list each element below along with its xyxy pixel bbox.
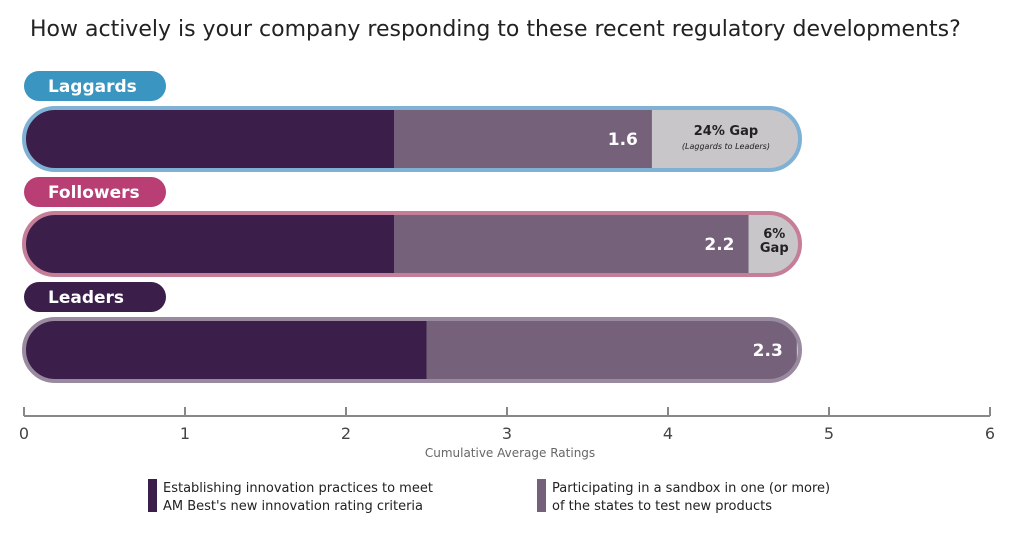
value-label-leaders: 2.3 <box>753 341 783 361</box>
bar-leaders-sandbox <box>426 319 797 381</box>
legend-label-2-line2: of the states to test new products <box>552 499 772 514</box>
gap-label-laggards: 24% Gap <box>694 124 758 139</box>
row-followers: Followers 2.2 6% Gap <box>22 177 802 277</box>
category-label-laggards: Laggards <box>48 77 137 97</box>
legend-item-1: Establishing innovation practices to mee… <box>148 479 433 514</box>
x-tick-label-0: 0 <box>19 424 29 443</box>
gap-label-followers: 6% Gap <box>760 227 789 256</box>
legend-label-1-line1: Establishing innovation practices to mee… <box>163 481 433 496</box>
x-axis-label: Cumulative Average Ratings <box>425 446 595 460</box>
bar-outline-leaders <box>22 317 802 383</box>
bar-laggards-innovation-practices <box>24 108 395 170</box>
legend: Establishing innovation practices to mee… <box>148 479 830 514</box>
legend-label-1-line2: AM Best's new innovation rating criteria <box>163 499 423 514</box>
x-tick-label-5: 5 <box>824 424 834 443</box>
value-label-laggards: 1.6 <box>608 130 638 150</box>
legend-swatch-1 <box>148 479 157 512</box>
bar-laggards-sandbox <box>394 108 652 170</box>
x-tick-label-4: 4 <box>663 424 673 443</box>
bar-followers-innovation-practices <box>24 213 395 275</box>
row-leaders: Leaders 2.3 <box>22 282 802 383</box>
x-tick-label-1: 1 <box>180 424 190 443</box>
chart-title: How actively is your company responding … <box>30 17 961 42</box>
chart-rows: Laggards 1.6 24% Gap (Laggards to Leaders) F… <box>22 71 802 383</box>
bar-outline-followers <box>22 211 802 277</box>
category-pill-leaders <box>24 282 166 312</box>
legend-label-2-line1: Participating in a sandbox in one (or mo… <box>552 481 830 496</box>
x-axis: 0 1 2 3 4 5 6 <box>19 407 995 443</box>
row-laggards: Laggards 1.6 24% Gap (Laggards to Leaders) <box>22 71 802 172</box>
category-label-followers: Followers <box>48 183 140 203</box>
category-label-leaders: Leaders <box>48 288 124 308</box>
legend-item-2: Participating in a sandbox in one (or mo… <box>537 479 830 514</box>
legend-swatch-2 <box>537 479 546 512</box>
bar-leaders-innovation-practices <box>24 319 427 381</box>
category-pill-followers <box>24 177 166 207</box>
x-tick-label-2: 2 <box>341 424 351 443</box>
x-tick-label-6: 6 <box>985 424 995 443</box>
category-pill-laggards <box>24 71 166 101</box>
bar-followers-sandbox <box>394 213 749 275</box>
bar-outline-laggards <box>22 106 802 172</box>
gap-sublabel-laggards: (Laggards to Leaders) <box>682 142 770 151</box>
x-tick-label-3: 3 <box>502 424 512 443</box>
value-label-followers: 2.2 <box>704 235 734 255</box>
